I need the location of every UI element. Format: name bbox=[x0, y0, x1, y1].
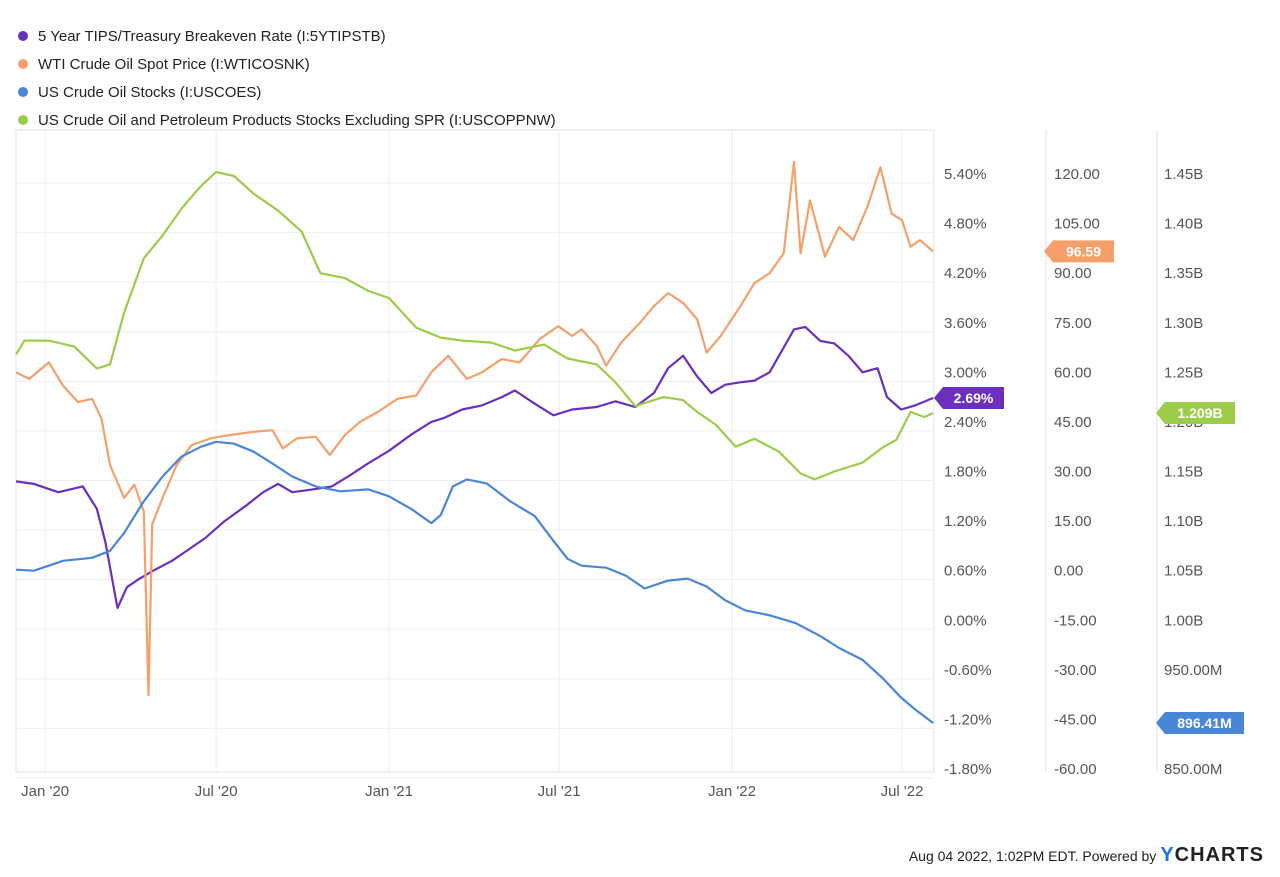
end-value-label: 896.41M bbox=[1177, 715, 1231, 731]
y-tick-label: 1.25B bbox=[1164, 364, 1203, 381]
x-tick-label: Jan '22 bbox=[708, 783, 756, 800]
series-line bbox=[15, 160, 934, 697]
legend-label: US Crude Oil and Petroleum Products Stoc… bbox=[38, 111, 556, 129]
end-value-label: 2.69% bbox=[954, 390, 994, 406]
y-tick-label: 1.35B bbox=[1164, 265, 1203, 282]
legend-label: 5 Year TIPS/Treasury Breakeven Rate (I:5… bbox=[38, 27, 386, 45]
y-tick-label: -45.00 bbox=[1054, 711, 1097, 728]
y-tick-label: -30.00 bbox=[1054, 662, 1097, 679]
y-tick-label: 1.30B bbox=[1164, 315, 1203, 332]
series-line bbox=[15, 325, 934, 609]
y-tick-label: 1.20% bbox=[944, 513, 987, 530]
y-tick-label: -15.00 bbox=[1054, 612, 1097, 629]
series-line bbox=[15, 170, 934, 481]
y-tick-label: 1.45B bbox=[1164, 166, 1203, 183]
end-value-label: 1.209B bbox=[1177, 405, 1222, 421]
y-tick-label: 4.20% bbox=[944, 265, 987, 282]
legend-item[interactable]: US Crude Oil and Petroleum Products Stoc… bbox=[18, 106, 556, 134]
chart-legend: 5 Year TIPS/Treasury Breakeven Rate (I:5… bbox=[18, 22, 556, 134]
y-tick-label: 15.00 bbox=[1054, 513, 1092, 530]
chart-footer: Aug 04 2022, 1:02PM EDT. Powered by YCHA… bbox=[909, 844, 1264, 867]
end-value-label: 96.59 bbox=[1066, 243, 1101, 259]
legend-label: US Crude Oil Stocks (I:USCOES) bbox=[38, 83, 262, 101]
y-tick-label: 45.00 bbox=[1054, 414, 1092, 431]
y-tick-label: -1.80% bbox=[944, 761, 992, 778]
y-tick-label: 5.40% bbox=[944, 166, 987, 183]
legend-dot-icon bbox=[18, 31, 28, 41]
y-tick-label: -1.20% bbox=[944, 711, 992, 728]
legend-item[interactable]: WTI Crude Oil Spot Price (I:WTICOSNK) bbox=[18, 50, 556, 78]
x-tick-label: Jan '20 bbox=[21, 783, 69, 800]
legend-item[interactable]: US Crude Oil Stocks (I:USCOES) bbox=[18, 78, 556, 106]
y-tick-label: 2.40% bbox=[944, 414, 987, 431]
y-tick-label: 1.40B bbox=[1164, 216, 1203, 233]
x-tick-label: Jan '21 bbox=[365, 783, 413, 800]
y-tick-label: 0.60% bbox=[944, 563, 987, 580]
x-tick-label: Jul '22 bbox=[881, 783, 924, 800]
legend-dot-icon bbox=[18, 87, 28, 97]
y-tick-label: 850.00M bbox=[1164, 761, 1222, 778]
y-tick-label: 1.15B bbox=[1164, 464, 1203, 481]
y-tick-label: 3.00% bbox=[944, 364, 987, 381]
x-tick-label: Jul '20 bbox=[195, 783, 238, 800]
y-tick-label: 4.80% bbox=[944, 216, 987, 233]
series-line bbox=[15, 440, 934, 724]
y-tick-label: 105.00 bbox=[1054, 216, 1100, 233]
y-tick-label: 30.00 bbox=[1054, 464, 1092, 481]
end-value-badge bbox=[934, 386, 1004, 409]
footer-timestamp: Aug 04 2022, 1:02PM EDT. Powered by bbox=[908, 847, 1157, 864]
legend-dot-icon bbox=[18, 115, 28, 125]
ycharts-logo: YCHARTS bbox=[1160, 844, 1264, 866]
y-tick-label: 950.00M bbox=[1164, 662, 1222, 679]
y-tick-label: 75.00 bbox=[1054, 315, 1092, 332]
y-tick-label: 90.00 bbox=[1054, 265, 1092, 282]
y-tick-label: 1.80% bbox=[944, 464, 987, 481]
x-tick-label: Jul '21 bbox=[538, 783, 581, 800]
y-tick-label: 3.60% bbox=[944, 315, 987, 332]
end-value-badge bbox=[1156, 711, 1244, 734]
legend-label: WTI Crude Oil Spot Price (I:WTICOSNK) bbox=[38, 55, 310, 73]
end-value-badge bbox=[1044, 240, 1114, 263]
y-tick-label: 1.05B bbox=[1164, 563, 1203, 580]
y-tick-label: 0.00% bbox=[944, 612, 987, 629]
y-tick-label: -60.00 bbox=[1054, 761, 1097, 778]
y-tick-label: 1.10B bbox=[1164, 513, 1203, 530]
y-tick-label: -0.60% bbox=[944, 662, 992, 679]
end-value-badge bbox=[1156, 401, 1235, 424]
legend-item[interactable]: 5 Year TIPS/Treasury Breakeven Rate (I:5… bbox=[18, 22, 556, 50]
plot-frame bbox=[15, 129, 935, 773]
y-tick-label: 120.00 bbox=[1054, 166, 1100, 183]
y-tick-label: 60.00 bbox=[1054, 364, 1092, 381]
y-tick-label: 0.00 bbox=[1054, 563, 1083, 580]
y-tick-label: 1.00B bbox=[1164, 612, 1203, 629]
legend-dot-icon bbox=[18, 59, 28, 69]
